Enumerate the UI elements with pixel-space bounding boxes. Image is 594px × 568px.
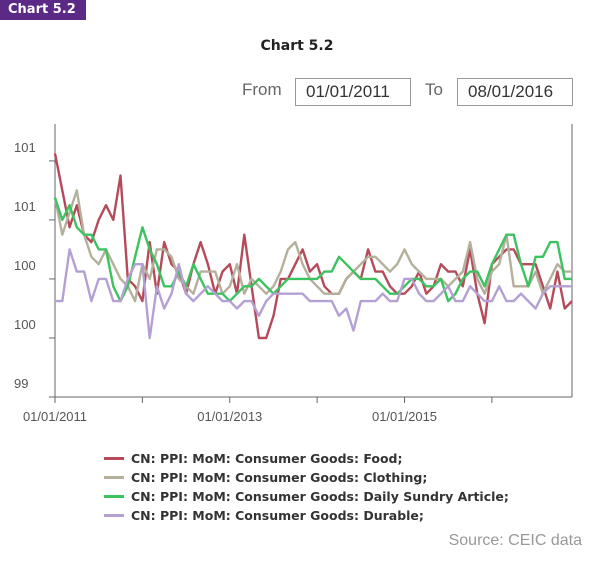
- legend-swatch-durable: [104, 514, 124, 517]
- series-line-daily-sundry: [53, 197, 572, 303]
- from-label: From: [242, 80, 282, 99]
- x-tick-label: 01/01/2015: [372, 409, 437, 424]
- to-label: To: [425, 80, 443, 99]
- legend-label-daily-sundry: CN: PPI: MoM: Consumer Goods: Daily Sund…: [131, 489, 509, 504]
- legend-item-food: CN: PPI: MoM: Consumer Goods: Food;: [104, 449, 509, 468]
- chart-legend: CN: PPI: MoM: Consumer Goods: Food; CN: …: [104, 449, 509, 525]
- legend-swatch-clothing: [104, 476, 124, 479]
- y-tick-label: 100: [14, 317, 36, 332]
- x-tick-label: 01/01/2013: [197, 409, 262, 424]
- y-tick-label: 101: [14, 199, 36, 214]
- chart-number-badge: Chart 5.2: [0, 0, 86, 20]
- series-line-durable: [55, 248, 572, 340]
- legend-item-durable: CN: PPI: MoM: Consumer Goods: Durable;: [104, 506, 509, 525]
- x-tick-label: 01/01/2011: [23, 409, 87, 424]
- from-date-input[interactable]: 01/01/2011: [295, 78, 411, 106]
- y-tick-label: 99: [14, 376, 28, 391]
- legend-item-clothing: CN: PPI: MoM: Consumer Goods: Clothing;: [104, 468, 509, 487]
- legend-item-daily-sundry: CN: PPI: MoM: Consumer Goods: Daily Sund…: [104, 487, 509, 506]
- legend-label-durable: CN: PPI: MoM: Consumer Goods: Durable;: [131, 508, 424, 523]
- line-chart: 99 100 100 101 101 01/01/2011 01/01/2013 01/01/…: [14, 124, 573, 424]
- y-tick-label: 100: [14, 258, 36, 273]
- legend-label-clothing: CN: PPI: MoM: Consumer Goods: Clothing;: [131, 470, 428, 485]
- series-line-food: [53, 153, 573, 340]
- series-line-clothing: [53, 189, 572, 303]
- legend-swatch-food: [104, 457, 124, 460]
- legend-label-food: CN: PPI: MoM: Consumer Goods: Food;: [131, 451, 403, 466]
- source-note: Source: CEIC data: [448, 532, 582, 549]
- y-tick-label: 101: [14, 140, 36, 155]
- chart-title: Chart 5.2: [260, 38, 334, 54]
- legend-swatch-daily-sundry: [104, 495, 124, 498]
- to-date-input[interactable]: 08/01/2016: [457, 78, 573, 106]
